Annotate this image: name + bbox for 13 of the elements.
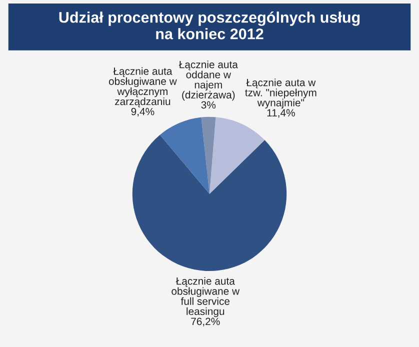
slice-label: Łącznie auta obsługiwane w full service leasingu — [172, 277, 240, 318]
pie-slice — [210, 117, 265, 194]
data-label: 76,2% — [191, 318, 220, 326]
pie-slice — [201, 116, 216, 194]
pie-slice — [160, 117, 210, 194]
chart-title: Udział procentowy poszczególnych usług na koniec 2012 — [59, 11, 360, 40]
slice-label: Łącznie auta oddane w najem (dzierżawa) — [178, 60, 238, 101]
pie-slice — [132, 134, 287, 272]
slice-label: Łącznie auta w tzw. "niepełnym wynajmie" — [245, 78, 316, 108]
slice-label: Łącznie auta obsługiwane w wyłącznym zarządzaniu — [108, 67, 177, 108]
data-label: 3% — [201, 101, 216, 109]
data-label: 9,4% — [131, 108, 154, 116]
data-label: 11,4% — [267, 109, 295, 118]
